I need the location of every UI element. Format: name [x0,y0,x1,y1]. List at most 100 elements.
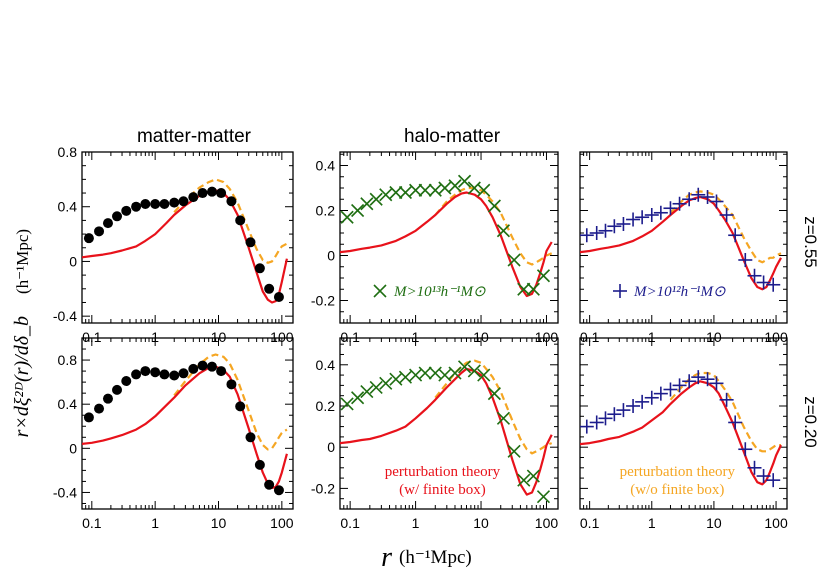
panel-frame [579,151,788,324]
x-tick-label: 0.1 [340,515,360,531]
data-point [644,390,659,405]
data-point [398,185,413,200]
pt-no-finite-box-curve [173,353,288,451]
data-point [140,366,151,377]
data-point [728,415,743,430]
data-point [589,226,604,240]
plot-area [580,370,782,488]
data-point [700,190,715,204]
x-axis-label: r (h⁻¹Mpc) [381,542,472,573]
data-point [102,393,113,404]
data-point [747,460,762,475]
x-tick-label: 1 [648,515,656,531]
annotation-line1: perturbation theory [620,464,736,480]
data-point [448,179,462,193]
x-tick-label: 1 [151,515,159,531]
y-tick-label: 0.4 [316,158,336,174]
x-tick-label: 0.1 [340,329,360,345]
data-point [635,394,650,409]
y-tick-label: -0.4 [53,308,77,324]
data-point [457,174,472,188]
data-point [477,368,491,382]
data-point [738,253,753,267]
data-point [207,186,218,197]
pt-finite-box-curve [82,365,288,490]
data-point [418,183,432,197]
pt-no-finite-box-curve [434,186,553,266]
data-point [112,384,123,395]
data-point [526,282,540,296]
data-point [700,372,715,387]
data-point [709,376,724,391]
y-tick-label: 0.2 [316,203,336,219]
legend-marker [613,284,627,298]
x-tick-label: 1 [648,329,656,345]
y-tick-label: 0.8 [58,144,78,160]
pt-finite-box-curve [340,367,553,496]
plot-area [82,178,288,304]
row-label-z020: z=0.20 [801,396,820,448]
data-point [626,398,641,413]
data-point [379,376,393,390]
data-point [235,401,246,412]
data-point [526,469,540,483]
x-tick-label: 10 [706,515,722,531]
data-point [360,197,374,211]
data-point [766,277,781,292]
data-point [598,223,613,238]
plot-area [580,187,782,292]
data-point [691,370,706,385]
y-tick-label: -0.4 [53,484,77,500]
panels: 0.1 1 10 100-0.400.40.80.1 1 10 100-0.200.20.4… [53,144,788,531]
data-point [398,370,413,384]
x-tick-label: 10 [473,329,489,345]
y-axis-label-unit: (h⁻¹Mpc) [13,229,32,294]
x-axis-label-main: r [381,542,392,573]
data-point [536,490,551,504]
data-point [178,368,189,379]
panel-5: 0.1 1 10 100 -0.2 0 0.2 0.4 perturbation theory (… [311,337,559,531]
data-point [438,181,452,195]
x-tick-label: 10 [211,329,227,345]
data-point [235,215,246,226]
data-point [254,459,265,470]
panel-2: 0.1 1 10 100 -0.2 0 0.2 0.4 M>10¹³h⁻¹M⊙ [311,151,559,345]
data-point [663,201,678,216]
data-point [351,391,365,405]
x-tick-label: 100 [270,515,294,531]
data-point [178,196,189,207]
data-point [580,228,594,243]
pt-no-finite-box-curve [434,359,553,455]
data-point [351,203,365,218]
data-point [672,378,687,393]
data-point [150,198,161,209]
data-point [273,485,284,496]
column-title-matter: matter-matter [137,126,252,147]
data-point [496,411,511,425]
data-point [112,211,123,222]
y-tick-label: 0.4 [58,199,78,215]
data-point [94,403,105,414]
x-tick-label: 100 [764,515,788,531]
x-tick-label: 0.1 [82,515,102,531]
data-point [169,197,180,208]
panel-1: 0.1 1 10 100-0.400.40.8 [53,144,294,345]
panel-frame [339,337,559,510]
data-point [719,392,734,407]
data-point [83,412,94,423]
legend-marker [373,284,387,298]
data-point [226,379,237,390]
x-tick-label: 1 [412,515,420,531]
data-point [131,369,142,380]
data-point [121,205,132,216]
panel-frame [579,337,788,510]
data-point [756,275,771,290]
x-tick-label: 1 [151,329,159,345]
data-point [738,442,753,457]
x-tick-label: 0.1 [82,329,102,345]
data-point [389,185,403,200]
data-point [719,208,734,222]
data-point [728,228,743,243]
